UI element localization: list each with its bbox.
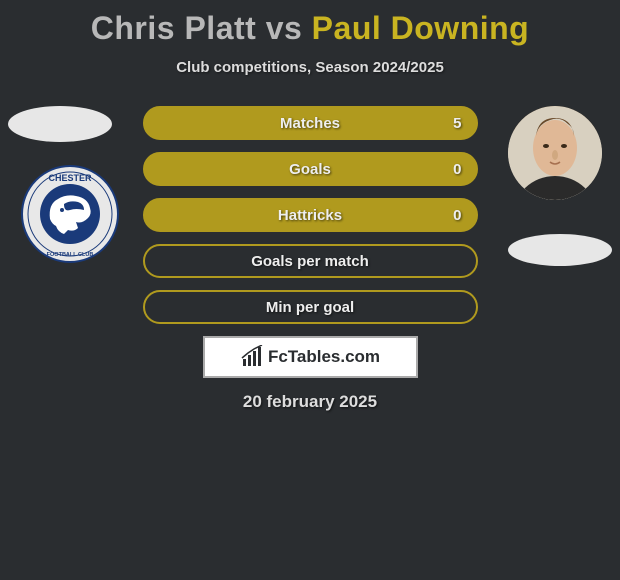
stat-label: Goals per match: [251, 253, 369, 270]
stat-label: Hattricks: [278, 207, 342, 224]
stat-value: 5: [453, 115, 461, 132]
logo-text: FcTables.com: [268, 347, 380, 367]
player1-avatar-placeholder: [8, 106, 112, 142]
content-area: CHESTER FOOTBALL CLUB: [0, 106, 620, 412]
stat-row: Hattricks 0: [143, 198, 478, 232]
svg-text:CHESTER: CHESTER: [48, 173, 92, 183]
page-title: Chris Platt vs Paul Downing: [0, 0, 620, 47]
stat-row: Goals per match: [143, 244, 478, 278]
svg-text:FOOTBALL CLUB: FOOTBALL CLUB: [47, 252, 94, 258]
chart-icon: [240, 345, 264, 369]
stat-value: 0: [453, 161, 461, 178]
stat-row: Goals 0: [143, 152, 478, 186]
player2-avatar: [508, 106, 602, 200]
chester-badge-icon: CHESTER FOOTBALL CLUB: [20, 164, 120, 264]
stat-row: Matches 5: [143, 106, 478, 140]
vs-text: vs: [266, 10, 303, 46]
player1-name: Chris Platt: [91, 10, 257, 46]
player2-club-placeholder: [508, 234, 612, 266]
stat-label: Matches: [280, 115, 340, 132]
stat-label: Min per goal: [266, 299, 354, 316]
stats-container: Matches 5 Goals 0 Hattricks 0 Goals per match M…: [143, 106, 478, 324]
stat-value: 0: [453, 207, 461, 224]
subtitle: Club competitions, Season 2024/2025: [0, 59, 620, 76]
stat-row: Min per goal: [143, 290, 478, 324]
player-photo-icon: [508, 106, 602, 200]
fctables-logo-box[interactable]: FcTables.com: [203, 336, 418, 378]
date-text: 20 february 2025: [0, 392, 620, 412]
stat-label: Goals: [289, 161, 331, 178]
player1-club-badge: CHESTER FOOTBALL CLUB: [20, 164, 120, 264]
player2-name: Paul Downing: [312, 10, 530, 46]
